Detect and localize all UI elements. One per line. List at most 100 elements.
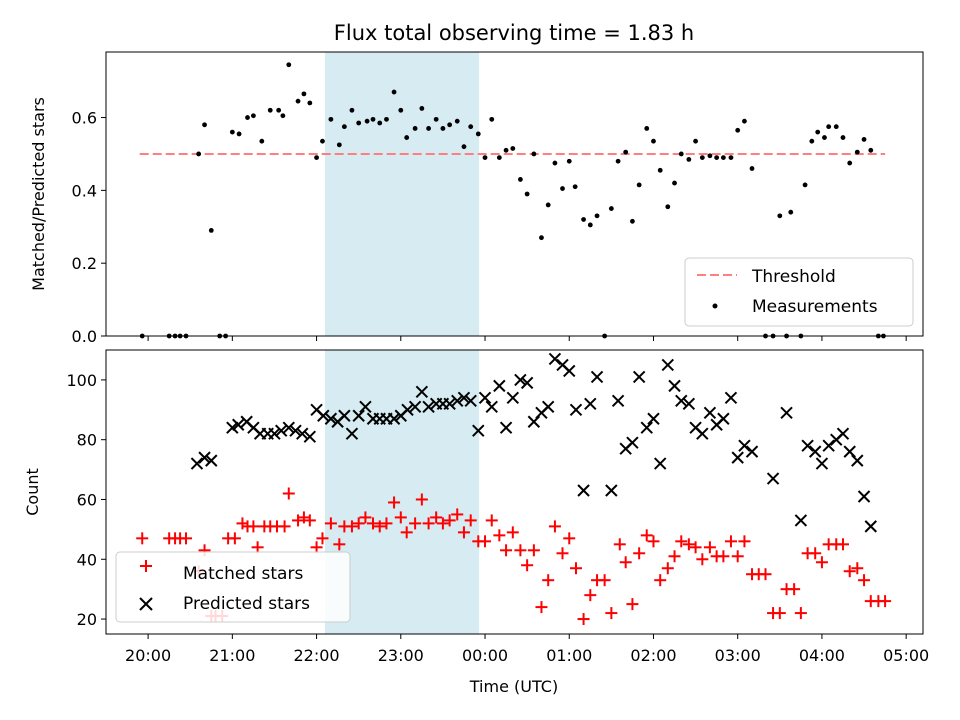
measurement-point-87 <box>777 213 783 219</box>
matched-star-point-62 <box>577 613 590 626</box>
measurement-point-33 <box>391 89 397 95</box>
predicted-star-point-72 <box>717 412 730 425</box>
predicted-star-point-74 <box>731 451 744 464</box>
predicted-star-point-11 <box>282 421 295 434</box>
bottom-legend-box <box>115 551 351 623</box>
measurement-point-72 <box>665 204 671 210</box>
predicted-star-point-52 <box>569 403 583 416</box>
matched-star-point-53 <box>514 544 527 557</box>
measurement-point-10 <box>229 129 235 135</box>
matched-star-point-82 <box>717 550 730 563</box>
predicted-star-point-36 <box>457 391 471 405</box>
matched-star-point-33 <box>373 520 386 533</box>
predicted-star-point-89 <box>864 520 877 533</box>
matched-star-point-55 <box>527 544 540 557</box>
predicted-star-point-75 <box>738 439 751 452</box>
bottom-y-tick-label-1: 40 <box>77 550 97 569</box>
predicted-star-point-51 <box>563 364 576 378</box>
measurement-point-55 <box>545 202 551 208</box>
matched-star-point-37 <box>400 526 413 539</box>
matched-star-point-84 <box>731 550 744 563</box>
legend-predicted-label: Predicted stars <box>183 594 310 614</box>
measurement-point-39 <box>433 116 439 122</box>
measurement-point-51 <box>517 177 523 182</box>
measurement-point-14 <box>259 138 265 144</box>
measurement-point-20 <box>301 91 307 97</box>
matched-star-point-80 <box>703 541 716 554</box>
measurement-point-28 <box>356 120 362 126</box>
measurement-point-96 <box>833 124 839 130</box>
matched-star-point-92 <box>788 583 801 596</box>
matched-star-point-22 <box>297 511 310 524</box>
matched-star-point-50 <box>493 529 506 542</box>
predicted-star-point-34 <box>443 397 456 411</box>
measurement-point-60 <box>581 217 586 222</box>
measurement-point-59 <box>572 184 578 190</box>
measurement-point-34 <box>398 107 404 113</box>
bottom-panel-frame <box>105 349 924 635</box>
matched-star-point-70 <box>633 547 646 560</box>
matched-star-point-39 <box>415 493 428 506</box>
predicted-star-point-63 <box>654 457 667 470</box>
matched-star-point-93 <box>794 607 807 620</box>
predicted-star-point-31 <box>422 400 435 414</box>
predicted-star-point-85 <box>836 427 850 440</box>
matched-star-point-101 <box>851 562 864 575</box>
measurement-point-62 <box>594 213 600 219</box>
predicted-star-point-39 <box>478 391 492 405</box>
measurement-point-80 <box>720 155 726 160</box>
measurement-point-17 <box>280 113 286 119</box>
measurement-point-25 <box>336 142 342 148</box>
measurement-point-68 <box>636 182 642 188</box>
measurement-point-31 <box>377 120 383 126</box>
predicted-star-point-4 <box>232 418 245 431</box>
legend-measurements-label: Measurements <box>752 297 878 317</box>
measurement-point-21 <box>307 100 313 106</box>
matched-star-point-25 <box>316 532 329 545</box>
matched-star-point-41 <box>430 511 443 524</box>
predicted-star-point-49 <box>548 352 562 366</box>
predicted-star-point-16 <box>317 409 330 422</box>
bottom-y-tick-label-0: 20 <box>77 610 97 629</box>
predicted-star-point-21 <box>352 409 365 422</box>
top-legend-box <box>684 257 914 327</box>
matched-star-point-69 <box>626 598 639 611</box>
matched-star-point-67 <box>613 538 626 551</box>
measurement-point-36 <box>412 126 418 131</box>
measurement-point-98 <box>847 160 853 166</box>
matched-star-point-78 <box>689 541 702 554</box>
measurement-point-78 <box>707 153 713 159</box>
predicted-star-point-80 <box>801 439 814 452</box>
measurement-point-79 <box>714 155 720 160</box>
predicted-star-point-37 <box>464 394 477 408</box>
measurement-point-83 <box>742 118 747 124</box>
measurement-point-30 <box>370 116 376 122</box>
matched-star-point-35 <box>388 496 401 509</box>
top-panel: 0.0 0.2 0.4 0.6 Flux total observing time =… <box>29 21 924 346</box>
measurement-point-52 <box>524 191 530 197</box>
matched-star-point-79 <box>696 553 709 566</box>
matched-star-point-48 <box>479 535 492 548</box>
matched-star-point-83 <box>724 535 737 548</box>
measurement-point-44 <box>468 124 474 130</box>
measurement-point-76 <box>693 138 698 144</box>
measurement-point-53 <box>531 151 537 157</box>
top-y-tick-label-2: 0.4 <box>72 181 97 200</box>
predicted-star-point-1 <box>198 451 211 464</box>
measurement-point-13 <box>250 113 256 119</box>
predicted-star-point-87 <box>851 454 864 467</box>
x-axis-label: Time (UTC) <box>469 677 558 696</box>
matched-star-point-46 <box>464 514 477 527</box>
matched-star-point-15 <box>251 541 264 554</box>
top-panel-frame <box>105 51 924 337</box>
x-tick-label-4: 00:00 <box>462 646 508 665</box>
matched-star-point-30 <box>352 517 365 530</box>
matched-star-point-12 <box>236 517 249 530</box>
matched-star-point-66 <box>605 607 618 620</box>
measurement-point-32 <box>384 116 389 122</box>
measurement-point-82 <box>735 127 741 133</box>
measurement-point-56 <box>552 160 558 166</box>
predicted-star-point-44 <box>514 373 527 387</box>
matched-star-point-31 <box>359 511 372 524</box>
